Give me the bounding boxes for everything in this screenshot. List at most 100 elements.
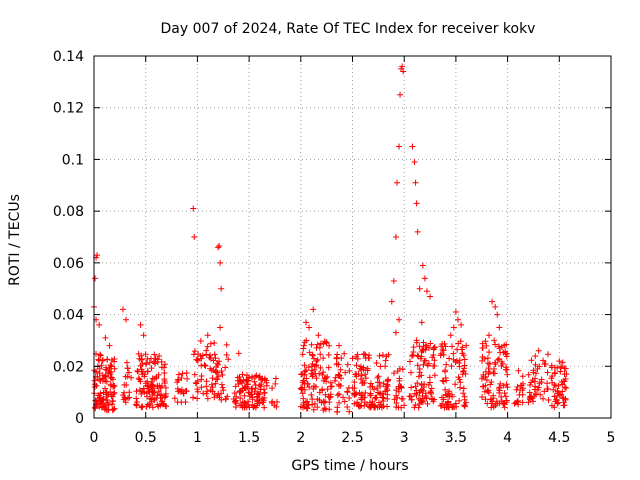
data-point [182,398,189,405]
data-point [218,390,225,397]
data-point [335,361,342,368]
data-point [399,366,406,373]
data-point [308,363,315,370]
data-point [544,386,551,393]
data-point [423,288,430,295]
data-point [300,404,307,411]
data-point [512,399,519,406]
data-point [103,378,110,385]
data-point [138,368,145,375]
data-point [427,293,434,300]
data-point [210,367,217,374]
data-point [541,361,548,368]
data-point [102,372,109,379]
data-point [418,348,425,355]
data-point [333,355,340,362]
data-point [415,395,422,402]
data-point [551,369,558,376]
data-point [494,357,501,364]
data-point [414,362,421,369]
data-point [326,399,333,406]
data-point [300,395,307,402]
data-point [245,389,252,396]
data-point [420,387,427,394]
data-point [501,390,508,397]
data-point [332,374,339,381]
data-point [336,399,343,406]
data-point [419,392,426,399]
data-point [190,205,197,212]
data-point [412,402,419,409]
data-point [320,377,327,384]
data-point [346,367,353,374]
data-point [544,351,551,358]
y-tick-label: 0.14 [53,49,84,65]
data-point [551,393,558,400]
data-point [544,369,551,376]
data-point [334,392,341,399]
data-point [318,399,325,406]
data-point [211,394,218,401]
data-point [235,350,242,357]
data-point [416,400,423,407]
data-point [125,369,132,376]
data-point [319,371,326,378]
data-point [99,397,106,404]
data-point [301,362,308,369]
data-point [556,392,563,399]
data-point [362,371,369,378]
data-point [108,375,115,382]
data-point [102,366,109,373]
data-point [212,380,219,387]
data-point [96,403,103,410]
data-point [351,379,358,386]
data-point [431,357,438,364]
data-point [395,385,402,392]
data-point [337,382,344,389]
data-point [136,376,143,383]
data-point [305,364,312,371]
data-point [258,381,265,388]
data-point [306,384,313,391]
data-point [201,362,208,369]
data-point [449,403,456,410]
data-point [203,378,210,385]
data-point [457,384,464,391]
data-point [146,359,153,366]
data-point [224,393,231,400]
data-point [393,399,400,406]
data-point [425,360,432,367]
data-point [122,373,129,380]
data-point [380,398,387,405]
data-point [314,341,321,348]
data-point [394,368,401,375]
data-point [497,349,504,356]
data-point [385,351,392,358]
data-point [440,351,447,358]
y-tick-label: 0.06 [53,256,84,272]
data-point [379,394,386,401]
data-point [353,353,360,360]
data-point [232,383,239,390]
data-point [133,398,140,405]
data-point [308,341,315,348]
data-point [491,337,498,344]
data-point [269,398,276,405]
data-point [149,404,156,411]
data-point [193,380,200,387]
data-point [401,402,408,409]
data-point [485,389,492,396]
data-point [175,371,182,378]
data-point [492,341,499,348]
data-point [442,386,449,393]
data-point [94,252,101,259]
data-point [248,385,255,392]
data-point [484,355,491,362]
data-point [530,367,537,374]
y-tick-label: 0.1 [62,152,84,168]
data-point [483,377,490,384]
data-point [537,391,544,398]
data-point [204,395,211,402]
data-point [300,377,307,384]
data-point [410,344,417,351]
